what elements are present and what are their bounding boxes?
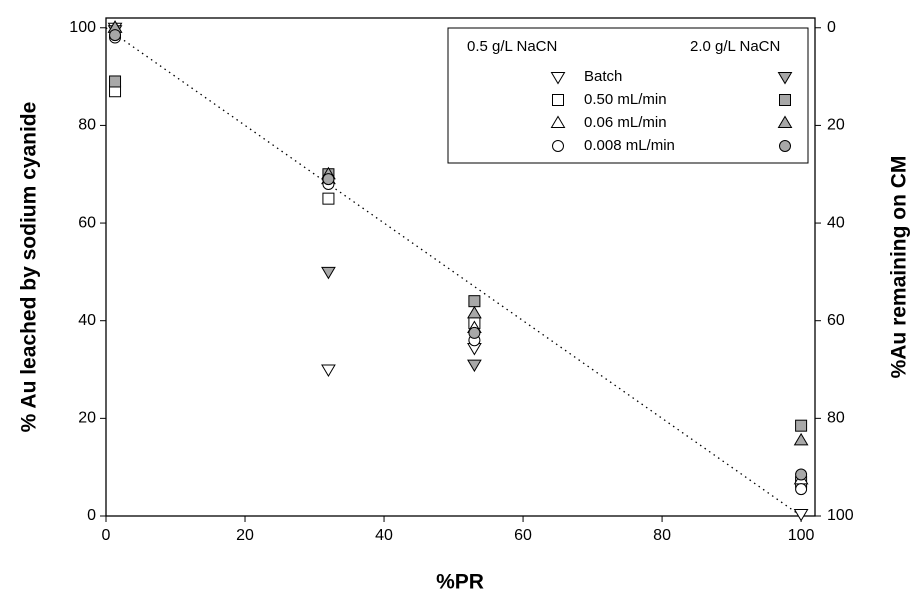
legend-marker xyxy=(552,140,564,152)
y2-tick-label: 20 xyxy=(827,117,845,134)
y2-tick-label: 40 xyxy=(827,214,845,231)
legend-marker xyxy=(777,72,793,85)
legend-marker xyxy=(779,140,791,152)
x-tick-label: 60 xyxy=(514,527,532,544)
data-point xyxy=(321,266,336,280)
legend-box xyxy=(447,27,809,164)
y2-tick-label: 60 xyxy=(827,312,845,329)
legend-label: 0.008 mL/min xyxy=(584,137,675,154)
legend-group-label: 2.0 g/L NaCN xyxy=(690,38,780,55)
legend-label: 0.06 mL/min xyxy=(584,114,667,131)
data-point xyxy=(468,295,481,308)
data-point xyxy=(795,419,808,432)
data-point xyxy=(793,509,809,522)
y-tick-label: 40 xyxy=(78,312,96,329)
y2-tick-label: 80 xyxy=(827,410,845,427)
x-axis-title: %PR xyxy=(436,571,484,594)
y-tick-label: 0 xyxy=(87,507,96,524)
y2-tick-label: 0 xyxy=(827,19,836,36)
y-tick-label: 60 xyxy=(78,214,96,231)
legend-marker xyxy=(550,72,566,85)
data-point xyxy=(109,29,122,42)
x-tick-label: 100 xyxy=(788,527,815,544)
data-point xyxy=(322,173,335,186)
y-axis-title: % Au leached by sodium cyanide xyxy=(18,102,41,433)
x-tick-label: 20 xyxy=(236,527,254,544)
y-tick-label: 100 xyxy=(69,19,96,36)
data-point xyxy=(321,364,336,378)
legend-marker xyxy=(779,94,791,106)
legend-group-label: 0.5 g/L NaCN xyxy=(467,38,557,55)
legend-marker xyxy=(552,94,564,106)
data-point xyxy=(795,483,808,496)
y-tick-label: 80 xyxy=(78,117,96,134)
data-point xyxy=(468,326,481,339)
legend-marker xyxy=(777,115,793,128)
legend-marker xyxy=(550,115,566,128)
y2-axis-title: %Au remaining on CM xyxy=(888,156,911,379)
data-point xyxy=(793,432,809,446)
x-tick-label: 0 xyxy=(102,527,111,544)
legend-label: Batch xyxy=(584,68,622,85)
legend-label: 0.50 mL/min xyxy=(584,91,667,108)
y2-tick-label: 100 xyxy=(827,507,854,524)
data-point xyxy=(467,359,482,373)
data-point xyxy=(795,468,808,481)
y-tick-label: 20 xyxy=(78,410,96,427)
plot-frame xyxy=(105,17,816,517)
trend-line xyxy=(105,27,802,517)
data-point xyxy=(467,305,482,319)
x-tick-label: 80 xyxy=(653,527,671,544)
x-tick-label: 40 xyxy=(375,527,393,544)
data-point xyxy=(109,75,122,88)
data-point xyxy=(322,192,335,205)
